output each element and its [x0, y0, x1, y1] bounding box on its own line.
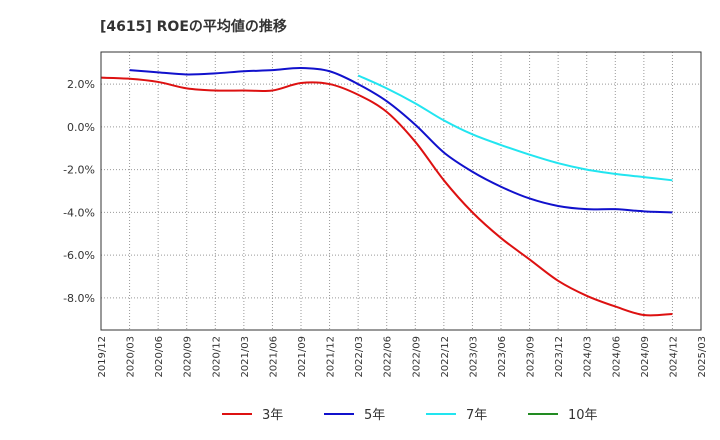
y-tick-label: -8.0% [63, 292, 95, 305]
x-tick-label: 2022/06 [383, 336, 394, 378]
y-axis: 2.0% 0.0% -2.0% -4.0% -6.0% -8.0% [63, 78, 95, 305]
series-line-1 [100, 76, 673, 317]
series-line-2 [129, 67, 673, 214]
x-tick-label: 2021/09 [297, 336, 308, 378]
x-tick-label: 2024/12 [668, 336, 679, 378]
y-tick-label: 2.0% [67, 78, 95, 91]
x-tick-label: 2024/06 [611, 336, 622, 378]
y-tick-label: -2.0% [63, 164, 95, 177]
x-tick-label: 2020/12 [211, 336, 222, 378]
plot-area [101, 52, 701, 330]
x-tick-label: 2024/03 [583, 336, 594, 378]
x-tick-label: 2021/12 [326, 336, 337, 378]
x-tick-label: 2020/06 [154, 336, 165, 378]
x-tick-label: 2023/09 [526, 336, 537, 378]
x-tick-label: 2021/06 [268, 336, 279, 378]
legend-label: 7年 [466, 408, 487, 423]
y-tick-label: 0.0% [67, 121, 95, 134]
legend-label: 10年 [568, 408, 598, 423]
x-tick-label: 2022/03 [354, 336, 365, 378]
x-tick-label: 2021/03 [240, 336, 251, 378]
x-tick-label: 2023/06 [497, 336, 508, 378]
x-tick-label: 2022/12 [440, 336, 451, 378]
series-lines [100, 67, 673, 317]
x-tick-label: 2023/12 [554, 336, 565, 378]
x-tick-label: 2020/09 [183, 336, 194, 378]
x-tick-label: 2019/12 [97, 336, 108, 378]
legend: 3年 5年 7年 10年 [222, 408, 598, 423]
y-tick-label: -6.0% [63, 249, 95, 262]
x-axis: 2019/12 2020/03 2020/06 2020/09 2020/12 2021/… [97, 336, 708, 378]
plot-frame [100, 51, 702, 331]
x-tick-label: 2025/03 [697, 336, 708, 378]
x-tick-label: 2022/09 [411, 336, 422, 378]
legend-label: 3年 [262, 408, 283, 423]
chart-title: [4615] ROEの平均値の推移 [100, 18, 287, 35]
legend-label: 5年 [364, 408, 385, 423]
grid [101, 52, 701, 330]
y-tick-label: -4.0% [63, 206, 95, 219]
x-tick-label: 2024/09 [640, 336, 651, 378]
x-tick-label: 2020/03 [126, 336, 137, 378]
series-line-3 [357, 74, 673, 182]
x-tick-label: 2023/03 [468, 336, 479, 378]
